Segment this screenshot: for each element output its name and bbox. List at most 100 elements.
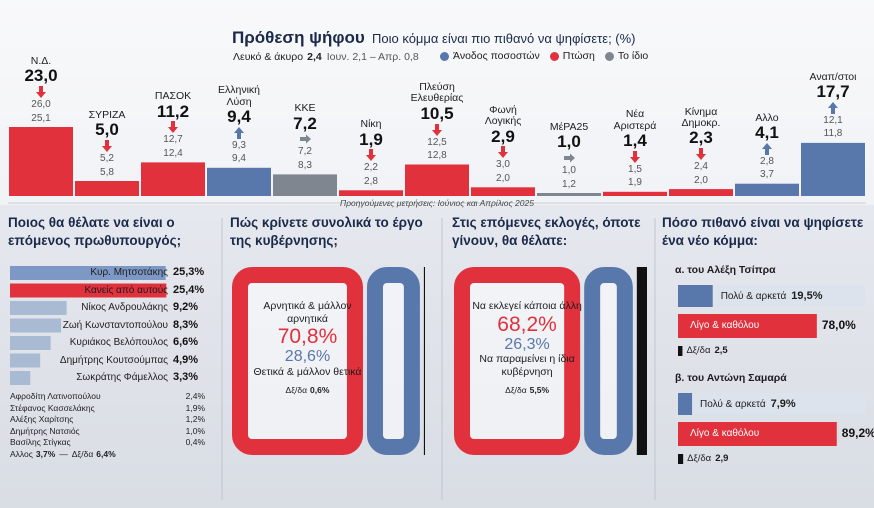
april-label: 1,2 bbox=[562, 178, 576, 190]
value-label: 4,1 bbox=[755, 123, 779, 143]
june-label: 7,2 bbox=[298, 146, 312, 158]
bar bbox=[603, 191, 667, 196]
trend-arrow bbox=[300, 134, 311, 144]
bar-label-stack: Φωνή Λογικής 2,9 3,0 2,0 bbox=[470, 103, 536, 185]
note: Λευκό & άκυρο 2,4 Ιουν. 2,1 – Απρ. 0,8 bbox=[233, 51, 419, 63]
gauge-value: 26,3% bbox=[504, 335, 550, 353]
june-label: 12,5 bbox=[427, 136, 447, 148]
value-label: 25,4% bbox=[173, 283, 205, 296]
gauge-dk: Δξ/δα 5,5% bbox=[505, 385, 549, 395]
gauge-label: Αρνητικά & μάλλον αρνητικά bbox=[263, 300, 352, 325]
bar-label-stack: ΚΚΕ 7,2 7,2 8,3 bbox=[272, 103, 338, 172]
value-label: 19,5% bbox=[791, 290, 823, 302]
group-name: α. του Αλέξη Τσίπρα bbox=[675, 264, 776, 276]
category-label: Νίκη bbox=[360, 118, 382, 131]
trend-arrow-shape bbox=[828, 101, 838, 114]
value-label: 25,3% bbox=[173, 266, 205, 278]
value-label: 89,2% bbox=[841, 426, 874, 440]
trend-arrow-shape bbox=[498, 146, 508, 159]
legend-dot bbox=[549, 51, 559, 61]
bar-label: Ζωή Κωνσταντοπούλου bbox=[62, 319, 168, 331]
gauge-dk-value: 5,5% bbox=[529, 385, 550, 396]
bar-label: Δημήτρης Κουτσούμπας bbox=[59, 354, 168, 366]
trend-arrow bbox=[762, 142, 772, 155]
legend-swatch bbox=[440, 51, 449, 61]
rest-line: Αλλος 3,7% — Δξ/δα 6,4% bbox=[10, 449, 116, 459]
june-label: 26,0 bbox=[31, 99, 51, 110]
value-label: 1,4 bbox=[623, 131, 647, 151]
april-label: 2,0 bbox=[496, 172, 510, 184]
bar bbox=[678, 454, 684, 464]
bar bbox=[273, 174, 337, 196]
bar-label: Νίκος Ανδρουλάκης bbox=[81, 302, 168, 313]
value-label: 17,7 bbox=[816, 82, 850, 102]
trend-arrow bbox=[432, 123, 442, 136]
gauge-dk-value: 0,6% bbox=[310, 385, 330, 396]
category-label: Αναπ/στοι bbox=[809, 70, 857, 83]
trend-arrow-shape bbox=[102, 140, 112, 152]
bar bbox=[10, 371, 31, 385]
june-label: 1,0 bbox=[562, 165, 576, 176]
bar-label: Δξ/δα bbox=[686, 345, 711, 356]
category-label: ΚΚΕ bbox=[294, 102, 316, 115]
bar-label-stack: Ν.Δ. 23,0 26,0 25,1 bbox=[8, 55, 74, 125]
bar bbox=[735, 183, 799, 196]
june-label: 3,0 bbox=[496, 159, 510, 171]
note-previous: Ιουν. 2,1 – Απρ. 0,8 bbox=[326, 51, 419, 63]
chart-title: Πώς κρίνετε συνολικά το έργο της κυβέρνη… bbox=[230, 215, 423, 249]
trend-arrow-shape bbox=[630, 150, 640, 163]
bar-label-stack: Ελληνική Λύση 9,4 9,3 9,4 bbox=[206, 85, 272, 165]
category-label: Κίνημα Δημοκρ. bbox=[681, 105, 721, 130]
trend-arrow bbox=[36, 86, 46, 98]
category-label: Ελληνική Λύση bbox=[217, 84, 260, 108]
category-label: Φωνή Λογικής bbox=[484, 103, 522, 128]
chart-subtitle: Ποιο κόμμα είναι πιο πιθανό να ψηφίσετε;… bbox=[372, 31, 636, 46]
bar bbox=[537, 193, 601, 196]
bar bbox=[10, 353, 41, 368]
value-label: 7,2 bbox=[293, 113, 317, 133]
trend-arrow-shape bbox=[234, 126, 244, 139]
june-label: 9,3 bbox=[232, 139, 246, 151]
bar-label-stack: ΣΥΡΙΖΑ 5,0 5,2 5,8 bbox=[74, 109, 140, 179]
bar bbox=[10, 283, 167, 298]
bar-label-stack: Πλεύση Ελευθερίας 10,5 12,5 12,8 bbox=[404, 82, 470, 162]
april-label: 2,0 bbox=[694, 174, 708, 186]
category-label: Αλλο bbox=[755, 111, 779, 124]
value-label: 2,9 bbox=[491, 126, 515, 146]
bar bbox=[10, 301, 67, 315]
bar bbox=[678, 314, 817, 338]
april-label: 12,8 bbox=[427, 150, 447, 161]
bar-label: Σωκράτης Φάμελλος bbox=[76, 372, 168, 383]
bar-label-stack: ΜέΡΑ25 1,0 1,0 1,2 bbox=[536, 121, 602, 191]
other-name: Δημήτρης Νατσιός bbox=[10, 425, 80, 436]
trend-arrow-shape bbox=[366, 149, 376, 162]
bar bbox=[10, 266, 166, 280]
bar-label: Πολύ & αρκετά bbox=[720, 291, 787, 302]
legend-item: Πτώση bbox=[549, 50, 595, 62]
april-label: 25,1 bbox=[31, 112, 51, 124]
footnote: Προηγούμενες μετρήσεις: Ιούνιος και Απρί… bbox=[340, 198, 534, 208]
legend-item: Άνοδος ποσοστών bbox=[440, 50, 540, 62]
trend-arrow bbox=[630, 150, 640, 163]
april-label: 3,7 bbox=[760, 169, 774, 181]
gauge-value: 68,2% bbox=[497, 312, 557, 336]
bar bbox=[9, 127, 73, 196]
row-text: Πολύ & αρκετά 7,9% bbox=[700, 398, 796, 410]
other-name: Αλέξης Χαρίτσης bbox=[10, 414, 74, 424]
gauge-dk: Δξ/δα 0,6% bbox=[286, 385, 330, 395]
gauge-label: Να παραμείνει η ίδια κυβέρνηση bbox=[479, 353, 575, 378]
gauge-block bbox=[366, 267, 420, 455]
june-label: 12,7 bbox=[163, 134, 183, 146]
value-label: 1,0 bbox=[557, 132, 581, 152]
legend-dot bbox=[604, 51, 614, 61]
legend-swatch bbox=[604, 51, 614, 61]
bar-background bbox=[678, 393, 865, 415]
legend-label: Πτώση bbox=[562, 50, 595, 62]
legend-label: Το ίδιο bbox=[617, 50, 649, 62]
trend-arrow-shape bbox=[432, 123, 442, 136]
june-label: 1,5 bbox=[628, 163, 642, 175]
trend-arrow-shape bbox=[564, 153, 575, 163]
bar-label-stack: Αλλο 4,1 2,8 3,7 bbox=[734, 111, 800, 182]
